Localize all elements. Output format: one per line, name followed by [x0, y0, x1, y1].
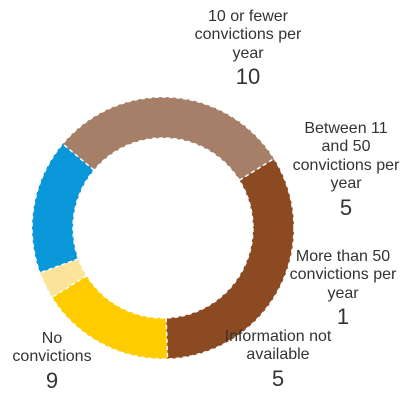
donut-slice-4 [62, 97, 275, 181]
slice-label-value: 10 [235, 64, 261, 90]
slice-label-name: More than 50 convictions per year [289, 248, 397, 302]
slice-label-10-or-fewer: 10 or fewer convictions per year 10 [186, 8, 310, 89]
slice-label-information-not-available: Information not available 5 [214, 328, 342, 391]
slice-label-more-than-50: More than 50 convictions per year 1 [282, 248, 404, 329]
slice-label-between-11-and-50: Between 11 and 50 convictions per year 5 [292, 120, 400, 220]
slice-label-name: No convictions [12, 330, 92, 366]
slice-label-value: 1 [336, 304, 350, 330]
donut-slice-0 [166, 158, 294, 359]
slice-label-value: 5 [271, 365, 285, 391]
donut-slice-2 [39, 258, 87, 298]
slice-label-name: Between 11 and 50 convictions per year [292, 120, 400, 193]
outer-dashed-border [31, 96, 295, 360]
slice-label-name: Information not available [224, 328, 332, 364]
donut-slice-3 [32, 143, 95, 273]
slice-label-name: 10 or fewer convictions per year [194, 8, 302, 62]
slice-label-value: 5 [339, 194, 353, 220]
donut-slice-1 [51, 275, 168, 359]
inner-dashed-border [72, 137, 254, 319]
slice-label-no-convictions: No convictions 9 [4, 330, 100, 393]
slice-label-value: 9 [45, 367, 59, 393]
